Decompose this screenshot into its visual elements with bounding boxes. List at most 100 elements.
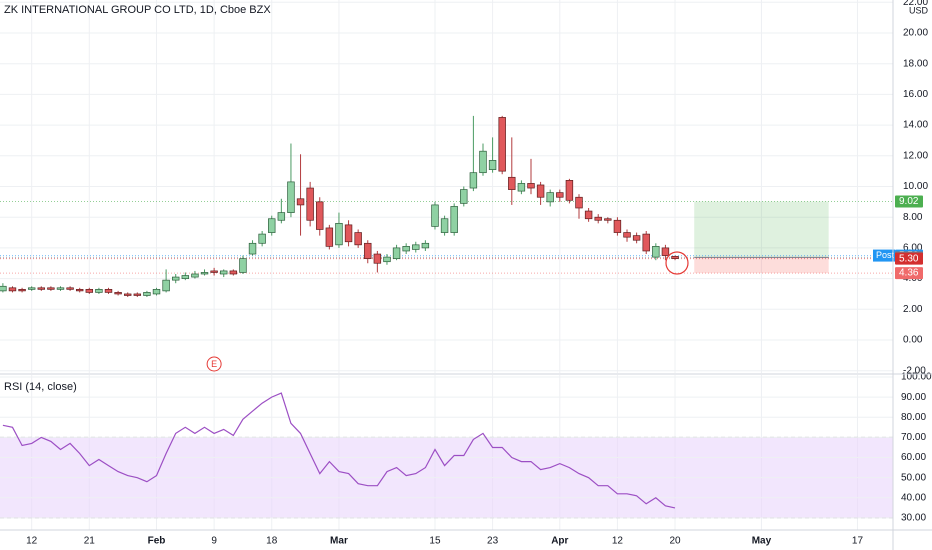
rsi-line [2,392,676,509]
candle-body [47,287,55,290]
y-tick-label: 90.00 [901,392,926,403]
candle-body [508,176,516,190]
y-tick-label: 6.00 [903,243,923,254]
candle-body [671,255,679,259]
candle-body [344,224,353,243]
x-tick-label: May [752,536,772,547]
highlight-circle [665,251,689,275]
candle-body [431,204,439,227]
candle-body [56,287,65,290]
candle-body [162,279,170,292]
candle-body [623,232,631,238]
y-tick-label: 20.00 [903,28,928,39]
candle-body [479,150,487,174]
candle-body [392,247,401,259]
y-tick-label: 40.00 [901,492,926,503]
candle-body [316,201,324,230]
candle-body [364,242,372,259]
price-pane: -2.000.002.004.006.008.0010.0012.0014.00… [0,0,928,376]
x-tick-label: 12 [612,536,624,547]
candle-body [325,227,334,247]
profit-zone [694,201,829,258]
y-tick-label: 10.00 [903,181,928,192]
candle-body [8,287,17,292]
x-tick-label: 23 [487,536,499,547]
candle-body [354,232,362,246]
candle-body [143,292,151,296]
candle-body [613,219,622,233]
y-tick-label: 16.00 [903,89,928,100]
candle-body [440,218,449,233]
candle-body [229,270,238,275]
x-tick-label: 21 [84,536,96,547]
currency: USD [909,5,929,15]
candle-body [66,287,74,290]
x-tick-label: 20 [669,536,681,547]
x-tick-label: 17 [852,536,864,547]
x-tick-label: Apr [551,536,568,547]
y-tick-label: 60.00 [901,452,926,463]
candle-body [546,192,554,203]
candle-body [27,287,36,290]
candle-body [172,276,180,281]
candle-body [488,160,497,170]
candle-body [460,189,468,204]
candle-body [383,256,391,263]
y-tick-label: 2.00 [903,304,923,315]
event-label: E [211,359,217,369]
candle-body [661,247,670,256]
candle-body [296,198,305,206]
candle-body [306,187,314,221]
candle-body [220,270,228,275]
y-tick-label: 30.00 [901,513,926,524]
candle-body [85,288,94,293]
x-tick-label: 9 [211,536,217,547]
loss-zone [694,257,829,274]
candle-body [210,270,218,273]
candle-body [652,246,660,258]
x-tick-label: 12 [26,536,38,547]
price-label: 4.36 [899,268,919,279]
candle-body [402,246,410,252]
candle-body [469,172,478,189]
candle-body [412,244,420,250]
candle-body [527,183,535,189]
y-tick-label: 8.00 [903,212,923,223]
candle-body [565,180,574,201]
x-tick-label: Mar [330,536,348,547]
price-label-box [895,195,923,208]
candle-body [287,181,295,213]
candle-body [0,285,7,292]
y-tick-label: 50.00 [901,472,926,483]
candle-body [556,192,564,198]
candle-body [642,233,650,252]
candle-body [191,273,199,278]
rsi-pane: 30.00 40.00 50.00 60.00 70.00 80.00 90.00 100.0… [0,372,932,530]
candle-body [632,235,641,241]
price-label: 5.30 [899,253,919,264]
candle-body [258,233,266,244]
candle-body [114,292,122,295]
candle-body [95,288,103,293]
x-tick-label: 18 [266,536,278,547]
candle-body [200,272,209,275]
y-tick-label: 0.00 [903,335,923,346]
candle-body [594,216,602,221]
y-tick-label: 18.00 [903,58,928,69]
candle-body [123,293,132,296]
candle-body [421,242,430,249]
x-tick-label: 15 [429,536,441,547]
candle-body [133,293,142,296]
candle-body [18,288,26,292]
candle-body [277,212,286,221]
y-tick-label: 12.00 [903,150,928,161]
price-tag-box [873,249,895,262]
x-tick-label: Feb [148,536,166,547]
rsi-title: RSI (14, close) [4,381,77,393]
y-tick-label: 14.00 [903,120,928,131]
y-tick-label: 80.00 [901,412,926,423]
y-tick-label: -2.00 [903,365,926,376]
candles [0,115,679,298]
price-label-box [895,252,923,265]
event-icon [206,356,222,372]
